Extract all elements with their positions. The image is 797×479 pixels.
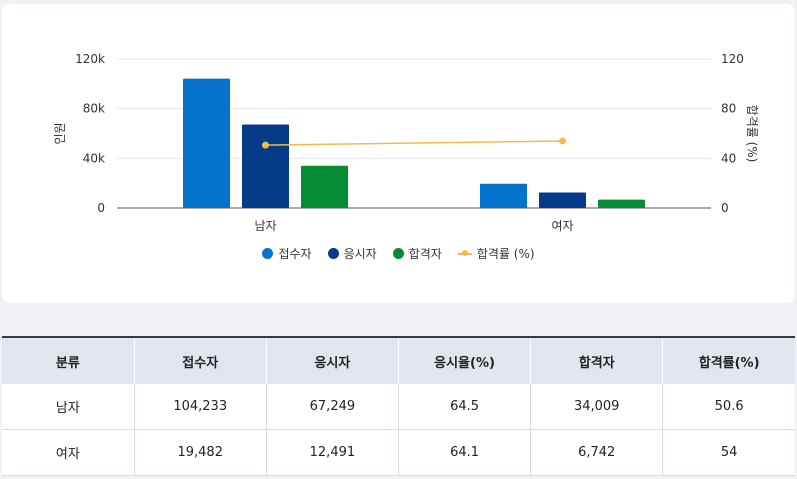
cell-pass-rate: 50.6 — [662, 384, 795, 430]
chart-card: 0 0 40k 40 80k 80 120k 120 인원 합격률 (%) 남자 여자 접수자 응시자… — [2, 4, 795, 303]
y-axis-tick-label: 0 — [97, 201, 105, 215]
cell-passers: 6,742 — [530, 429, 664, 476]
y-axis-tick-label: 80k — [83, 102, 105, 116]
cell-category: 남자 — [2, 384, 135, 430]
header-category: 분류 — [2, 336, 135, 384]
legend-item-series-1[interactable]: 접수자 — [262, 245, 312, 262]
legend-swatch-series-3 — [392, 248, 404, 259]
legend-label-series-3: 합격자 — [408, 247, 442, 261]
cell-applicants: 19,482 — [134, 429, 267, 476]
header-applicants: 접수자 — [134, 336, 267, 384]
legend-item-series-3[interactable]: 합격자 — [392, 245, 442, 262]
cell-applicants: 104,233 — [134, 384, 267, 430]
bar-1-1 — [183, 78, 230, 208]
cell-exam-rate: 64.5 — [398, 384, 532, 430]
y2-axis-tick-label: 80 — [721, 102, 736, 116]
table-row: 여자 19,482 12,491 64.1 6,742 54 — [2, 429, 795, 476]
legend-item-series-2[interactable]: 응시자 — [327, 245, 377, 262]
x-axis-tick-label: 여자 — [551, 219, 573, 233]
cell-examinees: 12,491 — [266, 429, 399, 476]
header-examinees: 응시자 — [266, 336, 399, 384]
cell-category: 여자 — [2, 429, 135, 476]
header-pass-rate: 합격률(%) — [662, 336, 795, 384]
x-axis-tick-label: 남자 — [254, 219, 276, 233]
bar-1-2 — [480, 183, 527, 208]
legend-swatch-series-4 — [457, 248, 472, 259]
legend-label-series-1: 접수자 — [278, 247, 312, 261]
y2-axis-tick-label: 40 — [721, 151, 736, 165]
bar-2-1 — [242, 124, 289, 208]
legend-item-series-4[interactable]: 합격률 (%) — [457, 245, 535, 262]
y2-axis-tick-label: 120 — [721, 52, 744, 66]
header-exam-rate: 응시율(%) — [398, 336, 532, 384]
y2-axis-tick-label: 0 — [721, 201, 729, 215]
cell-examinees: 67,249 — [266, 384, 399, 430]
line-point-2 — [559, 137, 566, 145]
bar-3-2 — [598, 199, 645, 208]
table-header-row: 분류 접수자 응시자 응시율(%) 합격자 합격률(%) — [2, 336, 795, 384]
bar-2-2 — [539, 192, 586, 208]
legend-swatch-series-2 — [327, 248, 339, 259]
bar-3-1 — [301, 165, 348, 208]
legend-label-series-2: 응시자 — [343, 247, 377, 261]
header-passers: 합격자 — [530, 336, 664, 384]
legend-swatch-series-1 — [262, 248, 274, 259]
table-row: 남자 104,233 67,249 64.5 34,009 50.6 — [2, 384, 795, 430]
chart-legend: 접수자 응시자 합격자 합격률 (%) — [2, 245, 795, 262]
stats-table: 분류 접수자 응시자 응시율(%) 합격자 합격률(%) 남자 104,233 … — [2, 336, 795, 476]
line-series-1 — [265, 140, 563, 146]
line-point-1 — [262, 141, 269, 149]
y2-axis-title: 합격률 (%) — [745, 105, 759, 163]
y-axis-tick-label: 40k — [83, 151, 105, 165]
cell-passers: 34,009 — [530, 384, 664, 430]
combo-chart: 0 0 40k 40 80k 80 120k 120 인원 합격률 (%) 남자 여자 — [53, 52, 759, 233]
y-axis-tick-label: 120k — [75, 52, 105, 66]
legend-label-series-4: 합격률 (%) — [476, 247, 535, 261]
y-axis-title: 인원 — [53, 122, 67, 144]
cell-exam-rate: 64.1 — [398, 429, 532, 476]
cell-pass-rate: 54 — [662, 429, 795, 476]
